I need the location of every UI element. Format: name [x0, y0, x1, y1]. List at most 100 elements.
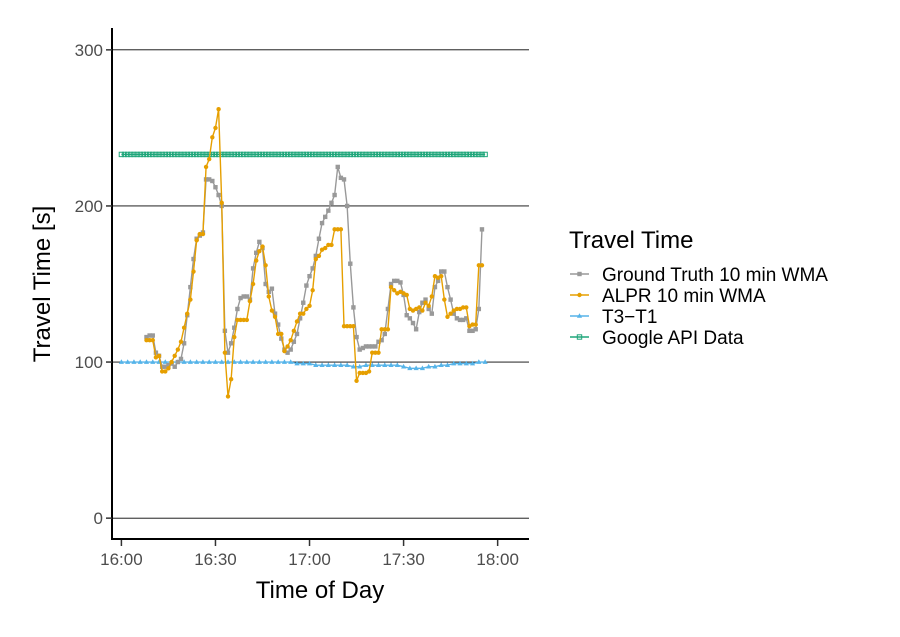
series-3-point-50	[275, 151, 281, 158]
series-1-point-102	[464, 305, 469, 310]
series-3-point-77	[360, 151, 366, 158]
series-1-point-50	[301, 311, 306, 316]
series-3-point-49	[272, 151, 278, 158]
series-1-point-11	[178, 339, 184, 344]
series-3-point-71	[341, 151, 347, 158]
series-3-point-80	[369, 151, 375, 158]
series-1-point-30	[238, 317, 243, 323]
series-0-point-50	[301, 300, 306, 305]
series-1-point-71	[366, 369, 372, 374]
series-0-point-56	[319, 220, 325, 226]
series-3-point-42	[250, 151, 256, 158]
series-2-point-33	[325, 362, 331, 367]
series-1-point-94	[439, 273, 444, 279]
series-3-point-72	[344, 151, 350, 158]
series-1-point-34	[250, 281, 256, 287]
series-3-point-74	[350, 151, 357, 158]
series-1-point-33	[247, 298, 253, 304]
series-3	[118, 151, 488, 158]
series-2-point-46	[407, 365, 413, 371]
series-1-point-76	[382, 327, 387, 332]
series-2-point-22	[256, 359, 262, 364]
series-2-point-57	[476, 359, 482, 364]
series-1-point-9	[172, 353, 177, 359]
series-1-point-6	[163, 369, 168, 374]
series-2-point-54	[457, 360, 463, 366]
series-0-point-81	[398, 280, 403, 285]
series-3-point-57	[297, 151, 303, 158]
series-2-point-49	[426, 363, 432, 369]
series-2-point-12	[194, 359, 200, 364]
series-3-point-5	[134, 151, 140, 158]
series-2-point-58	[482, 359, 488, 364]
series-0-point-69	[360, 345, 366, 351]
series-1-point-32	[244, 317, 250, 323]
series-1-point-59	[329, 242, 334, 248]
series-3-point-35	[228, 151, 234, 158]
series-3-point-99	[429, 151, 435, 158]
series-1-point-66	[351, 323, 356, 329]
series-2-point-15	[212, 359, 219, 364]
series-0-point-12	[181, 341, 187, 346]
series-0-point-11	[178, 356, 184, 362]
series-2-point-11	[187, 359, 193, 364]
series-2-point-0	[118, 359, 125, 364]
series-0-point-23	[216, 192, 221, 198]
series-2-point-39	[363, 362, 369, 367]
series-0-point-46	[288, 347, 293, 352]
series-3-point-30	[212, 151, 219, 158]
series-3-point-25	[197, 151, 203, 158]
series-3-point-3	[128, 151, 134, 158]
legend-item-3: Google API Data	[570, 328, 744, 349]
series-2-point-23	[263, 359, 269, 364]
series-0-point-79	[391, 278, 397, 284]
series-3-point-92	[407, 151, 413, 158]
series-3-point-27	[203, 151, 209, 158]
series-0-point-92	[432, 284, 438, 290]
series-3-point-63	[316, 151, 322, 158]
series-0-point-48	[294, 331, 300, 337]
series-1-point-35	[254, 258, 259, 263]
series-2-point-41	[375, 362, 382, 367]
series-2-point-13	[200, 359, 206, 364]
series-1-point-104	[470, 322, 475, 327]
series-0-point-47	[291, 339, 297, 344]
series-0-point-103	[467, 328, 472, 334]
series-2-point-2	[131, 359, 137, 364]
series-0-point-27	[228, 341, 234, 346]
series-2-point-25	[275, 359, 281, 364]
series-3-point-45	[259, 151, 266, 158]
series-1-point-97	[448, 311, 453, 316]
series-1-point-105	[473, 322, 478, 327]
series-1-point-42	[275, 331, 281, 337]
series-1-point-10	[175, 347, 181, 352]
series-0-point-99	[454, 316, 460, 321]
series-1-point-13	[185, 311, 190, 316]
series-3-point-34	[225, 151, 231, 158]
series-3-point-87	[391, 151, 397, 158]
series-3-point-113	[472, 151, 479, 158]
series-2-point-32	[319, 362, 325, 367]
series-3-point-109	[460, 151, 466, 158]
series-3-point-83	[378, 151, 385, 158]
legend-label-0: Ground Truth 10 min WMA	[602, 265, 828, 286]
series-2-point-14	[206, 359, 212, 364]
series-0-point-55	[316, 236, 322, 241]
series-1-point-53	[310, 288, 315, 293]
series-0-point-36	[257, 239, 262, 245]
series-1-point-23	[216, 106, 221, 112]
series-0-point-73	[373, 344, 378, 349]
series-3-point-97	[422, 151, 429, 158]
series-3-point-66	[325, 151, 332, 158]
series-2-point-3	[137, 359, 143, 364]
series-0-point-35	[254, 250, 259, 255]
y-tick-label-2: 200	[75, 197, 103, 216]
series-1-point-101	[460, 305, 466, 310]
series-1-point-45	[285, 344, 290, 349]
series-2-point-31	[313, 362, 319, 367]
series-2-point-38	[357, 363, 363, 369]
series-2-point-44	[394, 362, 400, 367]
legend-item-0: Ground Truth 10 min WMA	[570, 265, 828, 286]
series-1-point-51	[304, 306, 309, 312]
series-3-point-56	[294, 151, 300, 158]
